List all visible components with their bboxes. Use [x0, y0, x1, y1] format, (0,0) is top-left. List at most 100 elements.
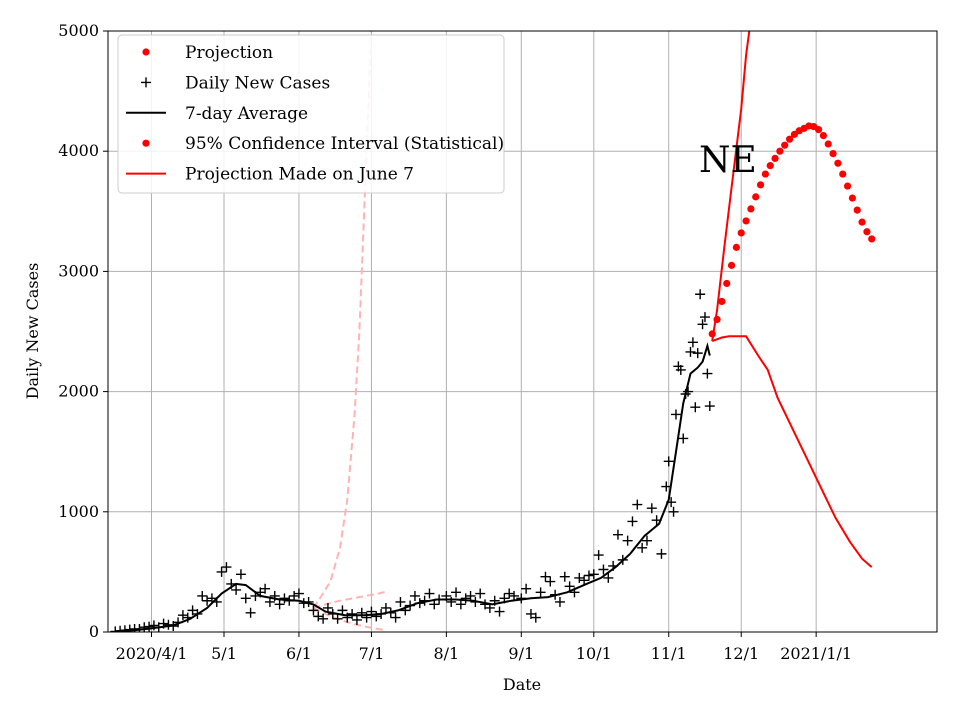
x-tick-label: 6/1: [286, 644, 312, 663]
x-tick-label: 8/1: [433, 644, 459, 663]
daily-case-marker: [554, 596, 565, 607]
june7-projection-line: [313, 590, 389, 609]
projection-point: [824, 140, 832, 148]
x-tick-label: 2020/4/1: [116, 644, 188, 663]
daily-case-marker: [535, 587, 546, 598]
projection-point: [718, 297, 726, 306]
projection-point: [766, 162, 774, 170]
x-tick-label: 11/1: [651, 644, 687, 663]
daily-case-marker: [695, 289, 706, 300]
daily-case-marker: [177, 610, 188, 621]
legend-box: [117, 34, 505, 194]
y-tick-label: 3000: [58, 261, 99, 280]
daily-case-marker: [540, 571, 551, 582]
daily-case-marker: [699, 312, 710, 323]
y-tick-label: 4000: [58, 141, 99, 160]
legend-label: 7-day Average: [185, 104, 308, 124]
x-tick-label: 12/1: [723, 644, 759, 663]
daily-case-marker: [231, 584, 242, 595]
legend: Projection Daily New Cases 7-day Average 95…: [117, 34, 505, 194]
projection-point: [727, 261, 736, 269]
daily-case-marker: [702, 368, 713, 379]
daily-case-marker: [637, 542, 648, 553]
x-tick-label: 10/1: [576, 644, 612, 663]
projection-point: [853, 206, 861, 214]
confidence-interval-line: [711, 335, 873, 568]
daily-case-marker: [683, 386, 694, 397]
daily-case-marker: [279, 593, 290, 604]
legend-label: Projection: [185, 43, 273, 63]
daily-case-marker: [313, 611, 324, 622]
legend-label: Daily New Cases: [185, 73, 330, 93]
daily-case-marker: [632, 499, 643, 510]
daily-case-marker: [641, 535, 652, 546]
daily-case-marker: [685, 346, 696, 357]
projection-point: [843, 182, 852, 190]
projection-point: [732, 243, 740, 251]
daily-case-marker: [598, 564, 609, 575]
daily-case-marker: [704, 401, 715, 412]
daily-case-marker: [509, 590, 520, 601]
june7-projection-line: [312, 607, 387, 632]
ticks: 2020/4/1 5/1 6/1 7/1 8/1 9/1 10/1 11/1 12/1 2021/…: [58, 21, 852, 663]
projection-point: [863, 228, 871, 236]
x-tick-label: 7/1: [359, 644, 385, 663]
daily-case-marker: [460, 593, 471, 604]
daily-case-marker: [678, 433, 689, 444]
daily-case-marker: [622, 535, 633, 546]
daily-case-marker: [559, 571, 570, 582]
daily-case-marker: [289, 590, 300, 601]
daily-case-marker: [579, 575, 590, 586]
daily-case-marker: [409, 590, 420, 601]
y-tick-label: 5000: [58, 21, 99, 40]
daily-case-marker: [670, 409, 681, 420]
projection-point: [771, 154, 779, 163]
daily-case-marker: [656, 548, 667, 559]
legend-label: 95% Confidence Interval (Statistical): [185, 134, 504, 154]
projection-point: [858, 218, 866, 226]
daily-case-marker: [690, 402, 701, 413]
daily-case-marker: [371, 611, 382, 622]
projection-point: [747, 205, 755, 213]
projection-point: [834, 159, 842, 167]
daily-case-marker: [455, 599, 466, 610]
projection-point: [839, 170, 847, 178]
projection-point: [723, 279, 731, 288]
daily-case-marker: [612, 529, 623, 540]
y-tick-label: 1000: [58, 502, 99, 521]
daily-case-marker: [245, 607, 256, 618]
daily-case-marker: [380, 602, 391, 613]
daily-case-marker: [390, 612, 401, 623]
series-layer: [110, 31, 876, 632]
daily-case-marker: [293, 588, 304, 599]
daily-case-marker: [318, 613, 329, 624]
daily-case-marker: [475, 588, 486, 599]
x-axis-label: Date: [503, 675, 541, 694]
daily-case-marker: [564, 581, 575, 592]
projection-point: [742, 217, 750, 225]
y-tick-label: 2000: [58, 382, 99, 401]
projection-point: [814, 125, 823, 134]
daily-case-marker: [574, 572, 585, 583]
daily-case-marker: [465, 590, 476, 601]
daily-case-marker: [202, 595, 213, 606]
daily-case-marker: [603, 572, 614, 583]
daily-case-marker: [661, 481, 672, 492]
region-label: NE: [699, 140, 757, 181]
daily-case-marker: [697, 319, 708, 330]
daily-case-marker: [451, 587, 462, 598]
x-tick-label: 2021/1/1: [780, 644, 852, 663]
x-tick-label: 5/1: [211, 644, 237, 663]
daily-case-marker: [260, 583, 271, 594]
projection-point: [737, 229, 745, 237]
daily-case-marker: [668, 506, 679, 517]
daily-case-marker: [692, 348, 703, 359]
projection-point: [756, 181, 765, 189]
daily-case-marker: [504, 588, 515, 599]
daily-case-marker: [308, 605, 319, 616]
projection-point: [776, 147, 784, 155]
legend-plus-marker: [141, 77, 151, 88]
daily-case-marker: [675, 364, 686, 375]
daily-case-marker: [337, 605, 348, 616]
